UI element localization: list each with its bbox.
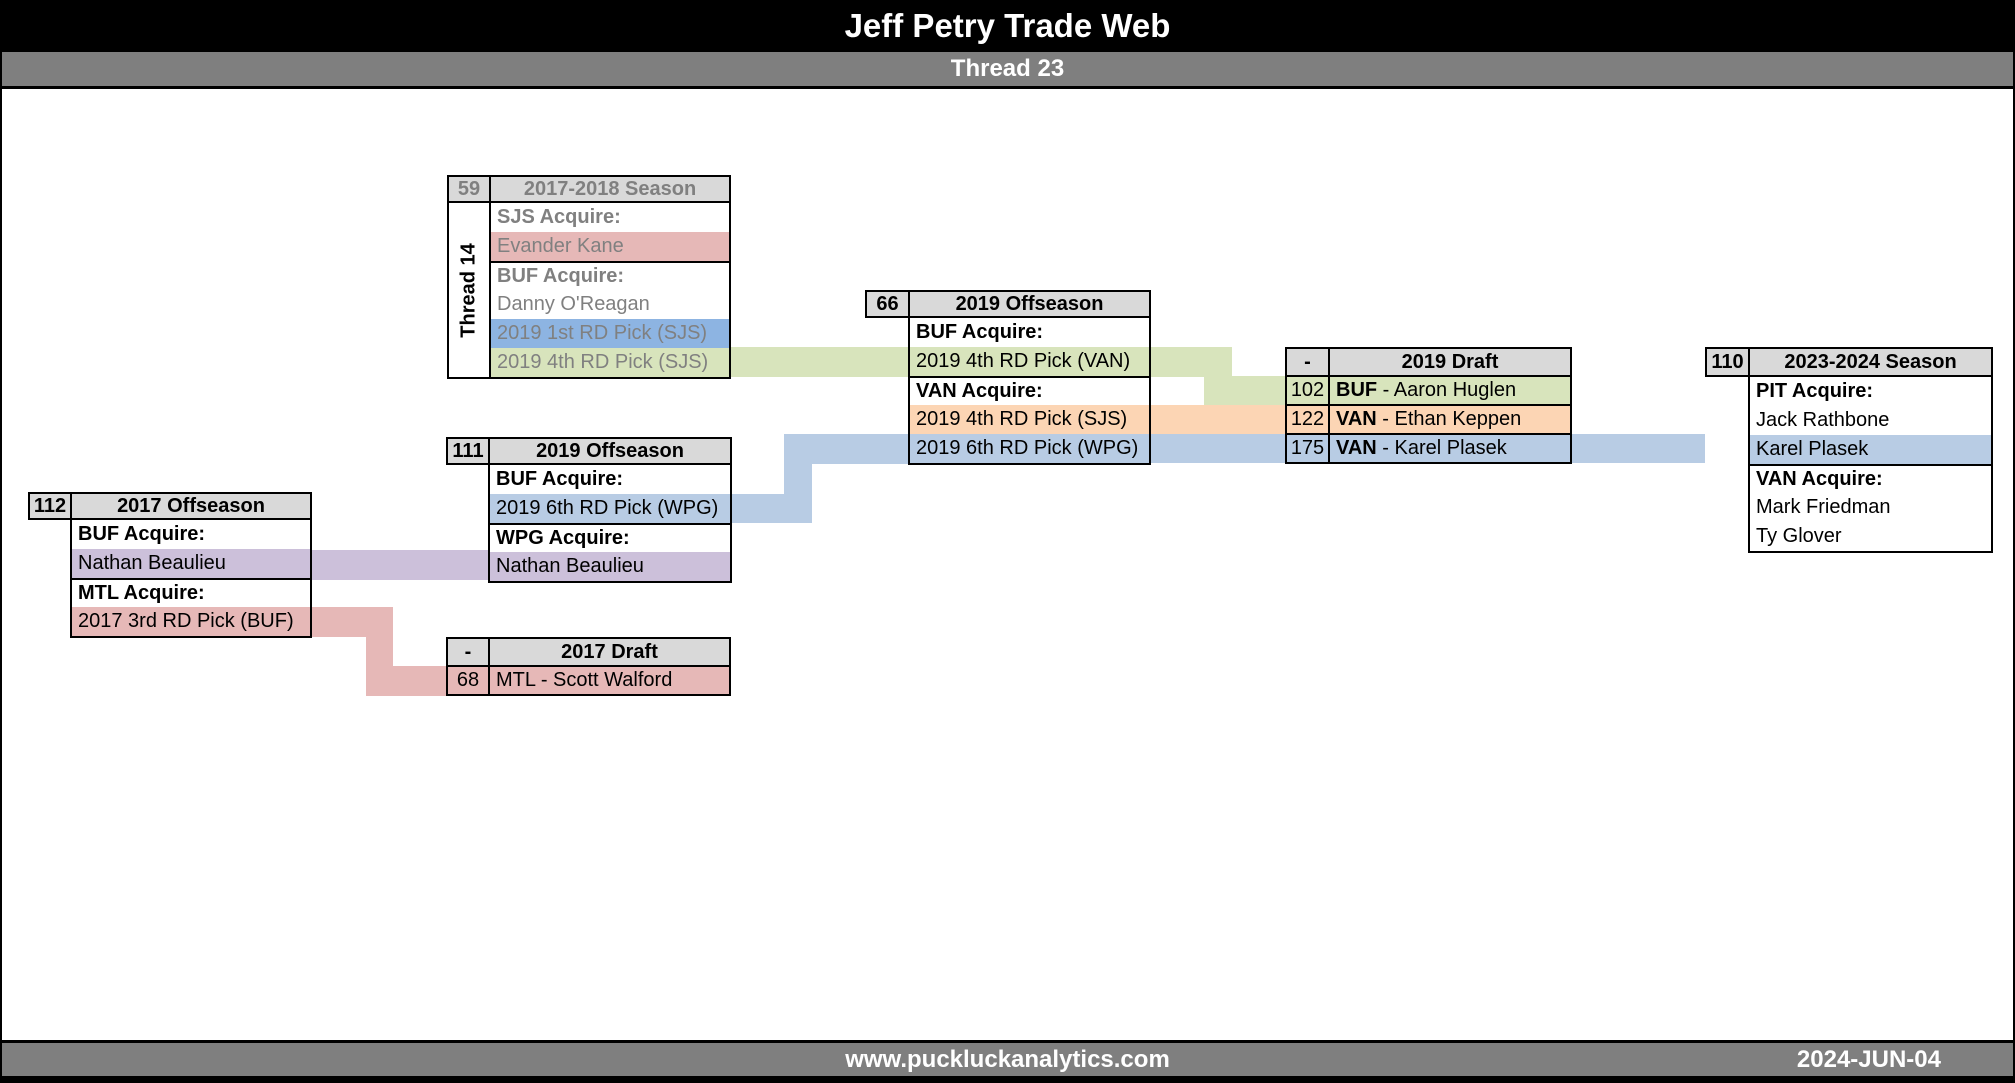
draft-pick-row: BUF - Aaron Huglen: [1328, 375, 1572, 406]
trade-box-59-number: 59: [447, 175, 491, 203]
trade-box-112-number: 112: [28, 492, 72, 520]
acquire-label: BUF Acquire:: [72, 520, 310, 549]
trade-box-59-thread-label: Thread 14: [447, 201, 491, 379]
acquire-label: BUF Acquire:: [910, 318, 1149, 347]
asset-row: 2019 1st RD Pick (SJS): [491, 319, 729, 348]
acquire-label: SJS Acquire:: [491, 203, 729, 232]
draft-pick-row: VAN - Karel Plasek: [1328, 433, 1572, 464]
draft-box-2017-title: 2017 Draft: [488, 637, 731, 667]
trade-box-111-number: 111: [446, 437, 490, 465]
thread-14-vertical-text: Thread 14: [457, 242, 480, 338]
trade-box-111-body: BUF Acquire: 2019 6th RD Pick (WPG) WPG …: [488, 463, 732, 583]
acquire-label: MTL Acquire:: [72, 578, 310, 607]
ribbon-blue-box66-to-draft: [1151, 434, 1285, 463]
ribbon-blue-step-top: [784, 434, 908, 464]
draft-pick-number: 68: [446, 665, 490, 696]
page-title: Jeff Petry Trade Web: [0, 0, 2015, 52]
ribbon-pink-box112-vertical: [366, 635, 393, 667]
trade-box-110-body: PIT Acquire: Jack Rathbone Karel Plasek …: [1748, 375, 1993, 553]
draft-pick-text: - Aaron Huglen: [1377, 379, 1517, 401]
ribbon-blue-box111-to-box66: [732, 494, 812, 523]
asset-row: 2019 4th RD Pick (VAN): [910, 347, 1149, 376]
trade-box-66-number: 66: [865, 290, 910, 318]
draft-pick-text: MTL - Scott Walford: [496, 669, 673, 691]
trade-box-110-title: 2023-2024 Season: [1748, 347, 1993, 377]
draft-pick-number: 175: [1285, 433, 1330, 464]
draft-pick-text: - Karel Plasek: [1376, 437, 1507, 459]
draft-box-2019-title: 2019 Draft: [1328, 347, 1572, 377]
asset-row: Jack Rathbone: [1750, 406, 1991, 435]
ribbon-blue-draft-to-2023season: [1572, 434, 1705, 463]
asset-row: Karel Plasek: [1750, 435, 1991, 464]
trade-box-59-title: 2017-2018 Season: [489, 175, 731, 203]
ribbon-blue-step-vertical: [784, 464, 812, 494]
footer-bar: www.puckluckanalytics.com 2024-JUN-04: [0, 1043, 2015, 1076]
draft-pick-text: - Ethan Keppen: [1376, 408, 1522, 430]
ribbon-pink-box112-top: [312, 607, 393, 637]
footer-divider: [0, 1040, 2015, 1043]
page-right-border: [2013, 0, 2015, 1083]
asset-row: Danny O'Reagan: [491, 290, 729, 319]
team-code: VAN: [1336, 408, 1377, 430]
acquire-label: VAN Acquire:: [910, 376, 1149, 405]
ribbon-green-sjs4th-to-box66: [731, 347, 908, 377]
acquire-label: BUF Acquire:: [491, 261, 729, 290]
ribbon-pink-to-2017draft: [366, 666, 446, 696]
draft-pick-number: 122: [1285, 404, 1330, 435]
asset-row: 2019 6th RD Pick (WPG): [490, 494, 730, 523]
ribbon-orange-box66-to-draft: [1151, 405, 1285, 434]
team-code: BUF: [1336, 379, 1378, 401]
thread-banner: Thread 23: [0, 52, 2015, 89]
trade-box-112-body: BUF Acquire: Nathan Beaulieu MTL Acquire…: [70, 518, 312, 638]
asset-row: Nathan Beaulieu: [72, 549, 310, 578]
acquire-label: VAN Acquire:: [1750, 464, 1991, 493]
draft-box-2017-number: -: [446, 637, 490, 667]
trade-box-66-body: BUF Acquire: 2019 4th RD Pick (VAN) VAN …: [908, 316, 1151, 465]
trade-box-66-title: 2019 Offseason: [908, 290, 1151, 318]
trade-box-112-title: 2017 Offseason: [70, 492, 312, 520]
asset-row: 2019 4th RD Pick (SJS): [491, 348, 729, 377]
footer-site-url: www.puckluckanalytics.com: [845, 1045, 1170, 1073]
ribbon-green-box66-to-draft-top: [1151, 347, 1232, 377]
trade-box-111-title: 2019 Offseason: [488, 437, 732, 465]
asset-row: Nathan Beaulieu: [490, 552, 730, 581]
asset-row: Mark Friedman: [1750, 493, 1991, 522]
draft-box-2019-number: -: [1285, 347, 1330, 377]
footer-bottom-strip: [0, 1076, 2015, 1083]
draft-pick-row: MTL - Scott Walford: [488, 665, 731, 696]
asset-row: Evander Kane: [491, 232, 729, 261]
draft-pick-number: 102: [1285, 375, 1330, 406]
acquire-label: BUF Acquire:: [490, 465, 730, 494]
trade-box-110-number: 110: [1705, 347, 1750, 377]
trade-box-59-body: SJS Acquire: Evander Kane BUF Acquire: D…: [489, 201, 731, 379]
acquire-label: WPG Acquire:: [490, 523, 730, 552]
asset-row: 2019 4th RD Pick (SJS): [910, 405, 1149, 434]
team-code: VAN: [1336, 437, 1377, 459]
draft-pick-row: VAN - Ethan Keppen: [1328, 404, 1572, 435]
asset-row: Ty Glover: [1750, 522, 1991, 551]
asset-row: 2017 3rd RD Pick (BUF): [72, 607, 310, 636]
ribbon-purple-box112-to-box111: [312, 550, 488, 580]
ribbon-green-box66-to-draft-bottom: [1204, 376, 1285, 406]
page-left-border: [0, 0, 2, 1083]
footer-date: 2024-JUN-04: [1796, 1045, 1941, 1073]
asset-row: 2019 6th RD Pick (WPG): [910, 434, 1149, 463]
acquire-label: PIT Acquire:: [1750, 377, 1991, 406]
